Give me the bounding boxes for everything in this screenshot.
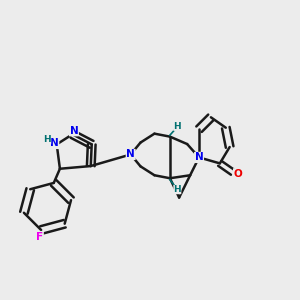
Text: H: H [173, 185, 181, 194]
Text: H: H [44, 134, 51, 143]
Text: N: N [126, 149, 135, 160]
Text: F: F [36, 232, 43, 242]
Text: H: H [173, 122, 181, 131]
Text: N: N [195, 152, 203, 162]
Text: O: O [234, 169, 242, 179]
Text: N: N [70, 126, 78, 136]
Text: N: N [50, 139, 59, 148]
